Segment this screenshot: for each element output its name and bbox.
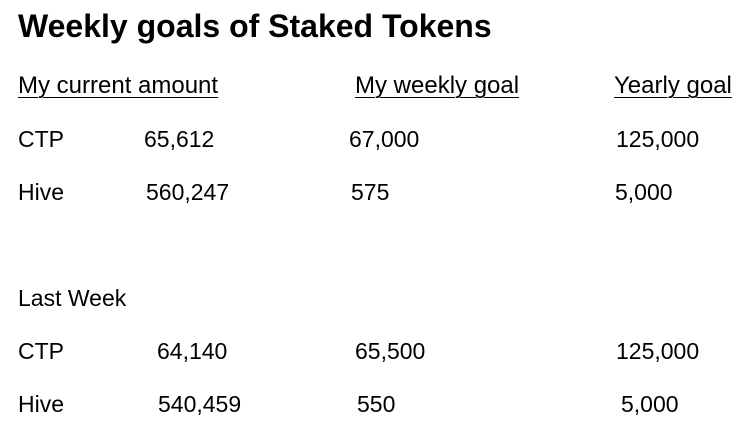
- last-week-ctp-yearly-goal: 125,000: [616, 338, 700, 364]
- current-ctp-amount: 65,612: [144, 126, 215, 152]
- last-week-hive-token: Hive: [18, 391, 65, 417]
- last-week-ctp-weekly-goal: 65,500: [355, 338, 426, 364]
- current-ctp-weekly-goal: 67,000: [349, 126, 420, 152]
- last-week-hive-weekly-goal: 550: [357, 391, 396, 417]
- current-hive-token: Hive: [18, 179, 65, 205]
- last-week-hive-amount: 540,459: [158, 391, 242, 417]
- current-hive-weekly-goal: 575: [351, 179, 390, 205]
- current-ctp-yearly-goal: 125,000: [616, 126, 700, 152]
- current-ctp-token: CTP: [18, 126, 64, 152]
- current-hive-amount: 560,247: [146, 179, 230, 205]
- current-hive-yearly-goal: 5,000: [615, 179, 673, 205]
- last-week-ctp-token: CTP: [18, 338, 64, 364]
- last-week-hive-yearly-goal: 5,000: [621, 391, 679, 417]
- page-title: Weekly goals of Staked Tokens: [18, 8, 492, 44]
- header-weekly-goal: My weekly goal: [355, 72, 520, 99]
- header-yearly-goal: Yearly goal: [614, 72, 732, 99]
- header-current-amount: My current amount: [18, 72, 219, 99]
- last-week-ctp-amount: 64,140: [157, 338, 228, 364]
- last-week-label: Last Week: [18, 285, 127, 311]
